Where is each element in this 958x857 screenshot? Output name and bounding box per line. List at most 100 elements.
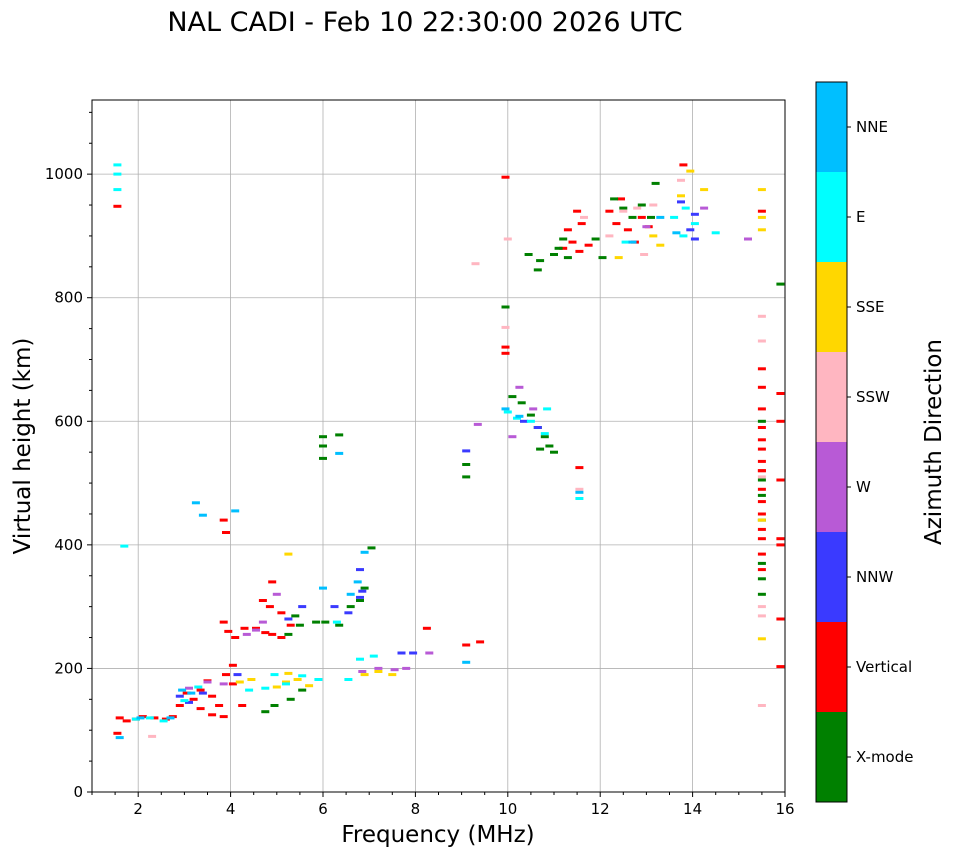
echo-point-sse: [247, 678, 256, 681]
echo-point-w: [258, 620, 267, 624]
y-tick-label: 200: [54, 659, 83, 677]
x-axis: 2 4 6 8 10 12 14 16: [91, 792, 795, 818]
echo-point-nne: [575, 490, 584, 494]
echo-point-vertical: [122, 719, 131, 723]
echo-point-vertical: [568, 240, 577, 244]
x-tick-label: 16: [775, 800, 794, 818]
echo-point-x-mode: [610, 197, 619, 201]
colorbar-segment: [816, 622, 847, 712]
echo-point-x-mode: [757, 577, 766, 581]
echo-point-x-mode: [360, 586, 369, 590]
echo-point-e: [113, 172, 122, 176]
echo-point-x-mode: [462, 475, 471, 479]
echo-point-nnw: [344, 611, 353, 615]
echo-point-vertical: [776, 392, 785, 395]
echo-point-vertical: [115, 716, 124, 720]
echo-point-vertical: [208, 694, 217, 698]
x-tick-label: 4: [226, 800, 236, 818]
echo-point-ssw: [640, 253, 649, 256]
echo-point-vertical: [189, 697, 198, 701]
echo-point-vertical: [208, 713, 217, 717]
echo-point-x-mode: [298, 688, 307, 692]
echo-point-w: [242, 632, 251, 636]
y-tick-label: 1000: [45, 165, 83, 183]
echo-point-vertical: [584, 243, 593, 247]
echo-point-ssw: [580, 215, 588, 219]
echo-point-w: [252, 628, 260, 632]
echo-point-e: [113, 188, 122, 192]
echo-point-nne: [335, 451, 344, 455]
echo-point-e: [145, 716, 154, 720]
echo-point-x-mode: [335, 623, 344, 627]
echo-point-w: [185, 686, 193, 690]
echo-point-x-mode: [598, 256, 607, 260]
echo-point-e: [513, 416, 521, 420]
echo-point-w: [642, 225, 651, 229]
echo-point-x-mode: [295, 623, 304, 627]
echo-point-e: [332, 620, 341, 624]
echo-point-e: [270, 673, 279, 677]
echo-point-sse: [757, 188, 766, 192]
echo-point-nnw: [330, 605, 339, 609]
echo-point-vertical: [612, 222, 621, 226]
echo-point-nne: [353, 580, 362, 584]
echo-point-vertical: [559, 246, 568, 250]
echo-point-x-mode: [559, 237, 568, 241]
echo-point-x-mode: [319, 456, 327, 460]
echo-point-vertical: [182, 691, 191, 695]
x-tick-label: 14: [683, 800, 702, 818]
echo-point-vertical: [222, 673, 230, 677]
echo-points: [113, 163, 785, 740]
colorbar: X-mode Vertical NNW W SSW SSE E NNE: [815, 81, 913, 803]
echo-point-ssw: [757, 314, 766, 318]
echo-point-vertical: [563, 228, 572, 232]
echo-point-vertical: [228, 682, 237, 686]
echo-point-vertical: [757, 552, 766, 556]
colorbar-tick-label: SSW: [856, 388, 890, 406]
x-tick-label: 2: [133, 800, 143, 818]
echo-point-e: [344, 678, 353, 681]
echo-point-vertical: [219, 518, 228, 522]
echo-point-sse: [374, 670, 383, 673]
echo-point-nnw: [686, 228, 695, 232]
echo-point-x-mode: [286, 697, 295, 701]
echo-point-vertical: [679, 163, 688, 167]
echo-point-ssw: [575, 487, 584, 491]
x-axis-label: Frequency (MHz): [341, 822, 534, 848]
colorbar-segment: [816, 712, 847, 802]
echo-point-x-mode: [462, 463, 471, 466]
echo-point-w: [425, 651, 434, 655]
echo-point-vertical: [637, 215, 646, 219]
echo-point-nne: [346, 592, 355, 596]
echo-point-e: [113, 163, 122, 167]
echo-point-sse: [272, 685, 281, 689]
echo-point-e: [180, 699, 189, 703]
y-axis-label: Virtual height (km): [10, 338, 36, 555]
echo-point-vertical: [277, 611, 286, 615]
echo-point-vertical: [575, 249, 584, 253]
echo-point-sse: [284, 671, 293, 675]
echo-point-nne: [462, 660, 471, 664]
echo-point-vertical: [605, 209, 614, 213]
echo-point-nne: [515, 414, 524, 418]
echo-point-x-mode: [291, 614, 300, 618]
colorbar-segment: [816, 82, 847, 172]
y-tick-label: 0: [73, 783, 83, 801]
echo-point-x-mode: [508, 395, 517, 399]
echo-point-nnw: [298, 605, 307, 609]
echo-point-x-mode: [501, 305, 510, 309]
echo-point-vertical: [575, 466, 584, 470]
x-tick-label: 6: [318, 800, 328, 818]
echo-point-vertical: [268, 632, 277, 636]
echo-point-vertical: [175, 704, 184, 707]
echo-point-x-mode: [526, 413, 535, 417]
echo-point-nnw: [409, 651, 418, 655]
echo-point-vertical: [501, 345, 510, 349]
echo-point-nnw: [462, 449, 471, 453]
echo-point-e: [356, 657, 364, 661]
echo-point-nnw: [356, 595, 364, 599]
echo-point-e: [298, 674, 307, 678]
echo-point-vertical: [196, 688, 205, 692]
echo-point-nnw: [198, 691, 207, 695]
